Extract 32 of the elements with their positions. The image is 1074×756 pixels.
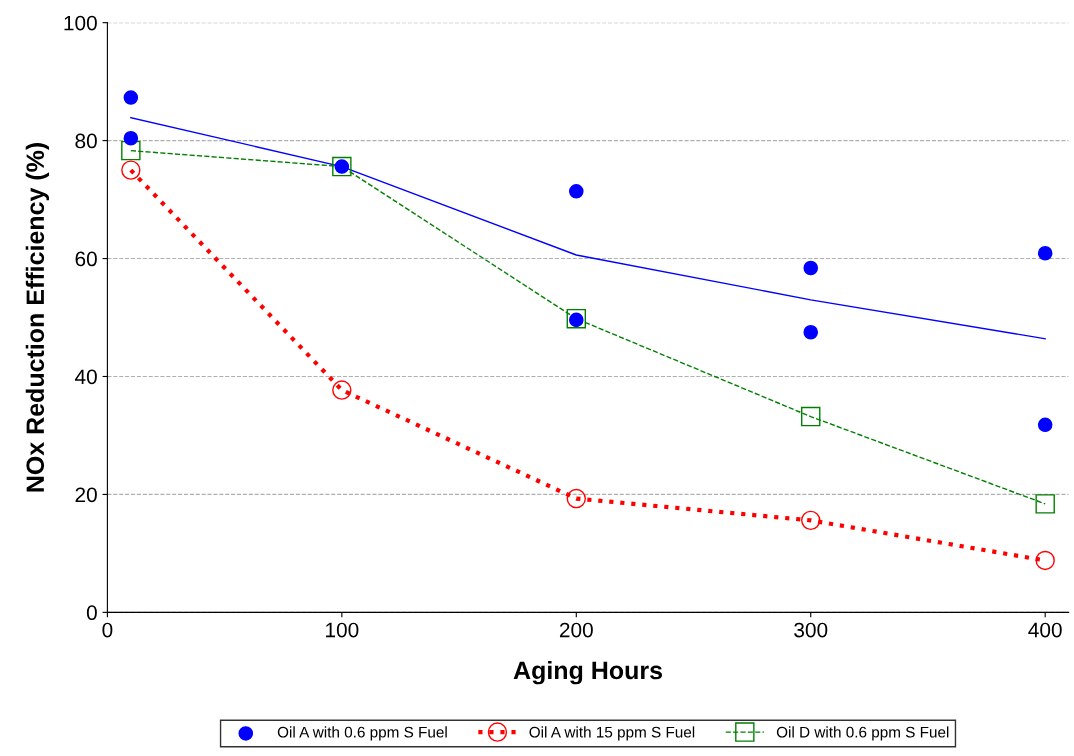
point (803, 324, 819, 340)
y-tick-label: 40 (74, 369, 97, 385)
legend-label: Oil D with 0.6 ppm S Fuel (776, 726, 949, 741)
point (121, 140, 141, 161)
point (121, 160, 141, 180)
point (123, 90, 139, 105)
y-tick-label: 60 (75, 251, 97, 267)
x-tick-label: 300 (794, 622, 828, 638)
point (801, 406, 821, 427)
point (566, 488, 587, 509)
legend-label: Oil A with 0.6 ppm S Fuel (277, 726, 447, 741)
x-tick-label: 400 (1028, 622, 1062, 638)
y-tick-label: 80 (75, 133, 97, 149)
point (123, 130, 139, 146)
y-axis-title: NOx Reduction Efficiency (%) (25, 143, 50, 492)
x-axis-title: Aging Hours (513, 660, 662, 685)
point (1037, 417, 1053, 433)
x-tick-label: 0 (102, 622, 113, 638)
legend-label: Oil A with 15 ppm S Fuel (529, 726, 695, 741)
y-tick-label: 0 (86, 605, 97, 621)
x-tick-label: 200 (559, 622, 593, 638)
point (1037, 245, 1053, 261)
point (1035, 494, 1055, 514)
point (801, 510, 821, 531)
x-tick-label: 100 (326, 622, 359, 638)
point (332, 380, 352, 400)
point (569, 184, 584, 199)
point (1035, 550, 1055, 571)
y-tick-label: 20 (75, 487, 97, 503)
point (803, 260, 819, 276)
line-series (130, 116, 1046, 340)
y-tick-label: 100 (64, 15, 97, 31)
